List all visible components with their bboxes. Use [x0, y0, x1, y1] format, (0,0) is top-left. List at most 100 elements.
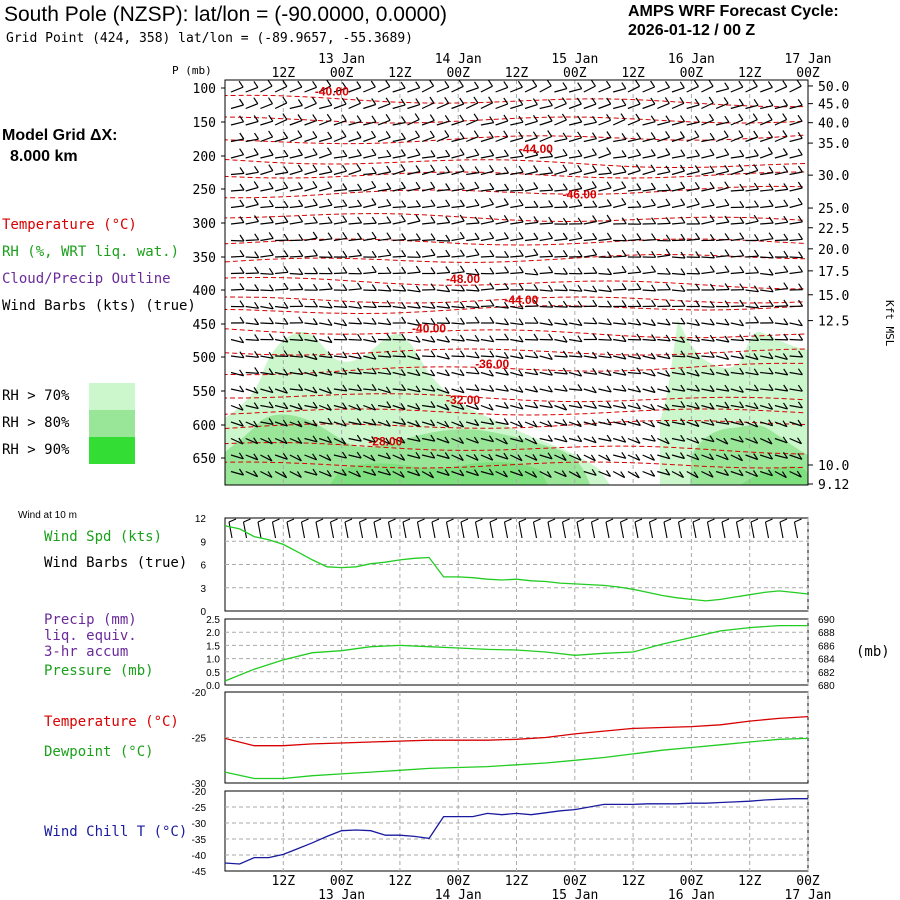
wind-barb-flag — [695, 319, 700, 326]
wind-barb-flag — [561, 113, 567, 121]
wind-barb-flag — [562, 200, 568, 208]
wind-barb-shaft — [745, 104, 759, 110]
wind-barb-shaft — [583, 322, 597, 325]
wind-barb-shaft — [333, 355, 347, 359]
wind-barb-flag — [268, 216, 274, 223]
wind-barb-flag — [342, 199, 348, 207]
surface-barb-flag — [605, 518, 614, 523]
wind-barb-shaft — [657, 355, 671, 360]
wind-barb-shaft — [392, 437, 406, 444]
wind-barb-flag — [782, 420, 788, 428]
wind-barb-shaft — [715, 338, 730, 343]
wind-barb-flag — [489, 435, 494, 443]
wind-barb-flag — [650, 352, 656, 360]
wind-barb-flag — [254, 367, 260, 374]
wind-barb-flag — [400, 98, 406, 106]
wind-barb-shaft — [480, 355, 494, 358]
wind-barb-flag — [665, 148, 671, 155]
surface-barb-flag — [765, 518, 773, 523]
wind-barb-shaft — [274, 338, 288, 343]
wind-barb-flag — [327, 417, 333, 425]
wind-barb-flag — [753, 301, 759, 309]
wind-barb-flag — [400, 149, 406, 156]
wind-barb-flag — [753, 420, 759, 428]
wind-barb-flag — [282, 471, 288, 479]
wind-barb-flag — [797, 181, 803, 189]
wind-barb-flag — [709, 350, 715, 358]
wind-barb-flag — [356, 149, 362, 156]
wind-barb-flag — [283, 282, 289, 290]
wind-barb-shaft — [275, 171, 288, 176]
wind-barb-flag — [254, 215, 259, 222]
wind-barb-flag — [665, 283, 671, 291]
bottom-time-tick-5: 00Z — [563, 874, 587, 889]
wind-barb-shaft — [318, 404, 332, 411]
wind-barb-flag — [415, 319, 421, 326]
wind-barb-shaft — [701, 454, 714, 461]
wind-barb-flag — [621, 435, 627, 443]
wind-barb-shaft — [686, 104, 700, 110]
wind-barb-flag — [400, 214, 406, 222]
wind-barb-shaft — [671, 289, 685, 292]
wind-barb-shaft — [377, 119, 391, 126]
wind-barb-shaft — [715, 421, 730, 425]
wind-barb-shaft — [451, 137, 465, 143]
wind-barb-shaft — [598, 136, 612, 143]
wind-barb-shaft — [333, 454, 347, 459]
wind-barb-shaft — [745, 404, 759, 410]
wind-barb-shaft — [657, 222, 671, 225]
wind-barb-flag — [738, 80, 744, 88]
wind-barb-flag — [797, 319, 803, 327]
wind-barb-shaft — [348, 305, 362, 309]
wind-barb-shaft — [407, 136, 420, 143]
wind-barb-flag — [312, 453, 318, 461]
wind-barb-shaft — [671, 437, 685, 442]
wind-barb-shaft — [407, 170, 421, 176]
wind-barb-flag — [680, 384, 686, 392]
wind-barb-flag — [445, 216, 451, 223]
pressure-mb-tick-690: 690 — [818, 615, 835, 626]
wind-barb-flag — [724, 148, 730, 156]
wind-barb-shaft — [760, 222, 774, 225]
wind-barb-flag — [445, 165, 451, 173]
wind-barb-shaft — [363, 237, 377, 242]
wind-barb-flag — [386, 216, 392, 223]
wind-barb-shaft — [407, 470, 420, 477]
wind-barb-flag — [444, 403, 450, 411]
wind-barb-flag — [239, 183, 245, 191]
wind-barb-flag — [533, 200, 539, 208]
wind-barb-shaft — [480, 437, 494, 443]
wind-barb-shaft — [774, 135, 788, 143]
wind-barb-shaft — [524, 355, 538, 359]
surface-barb-shaft — [474, 521, 480, 539]
wind-barb-flag — [606, 131, 612, 138]
temp-tick--20: -20 — [192, 688, 207, 699]
wind-barb-shaft — [318, 85, 331, 93]
wind-barb-flag — [298, 268, 304, 275]
wind-barb-shaft — [701, 138, 715, 143]
wind-barb-shaft — [348, 222, 362, 225]
wind-barb-shaft — [275, 288, 289, 291]
model-grid-label: Model Grid ΔX: — [2, 127, 118, 144]
wind-barb-flag — [268, 114, 274, 122]
wind-barb-shaft — [554, 238, 568, 242]
wind-barb-flag — [606, 232, 612, 240]
wind-barb-flag — [797, 384, 803, 392]
wind-barb-flag — [796, 470, 802, 478]
wind-barb-flag — [665, 234, 671, 242]
wind-barb-flag — [606, 434, 612, 442]
wind-barb-flag — [592, 299, 598, 307]
wind-barb-shaft — [568, 371, 582, 377]
wind-barb-shaft — [583, 388, 597, 394]
wind-barb-flag — [577, 217, 583, 225]
surface-barb-shaft — [242, 521, 248, 539]
wind-barb-flag — [342, 149, 348, 157]
wind-barb-flag — [504, 266, 510, 273]
wind-barb-shaft — [554, 437, 568, 443]
temp-contour — [224, 213, 806, 223]
wind-barb-flag — [430, 216, 436, 223]
wind-barb-flag — [371, 436, 377, 443]
wind-barb-flag — [621, 384, 627, 392]
wind-barb-flag — [459, 386, 465, 394]
wind-barb-flag — [768, 316, 774, 324]
